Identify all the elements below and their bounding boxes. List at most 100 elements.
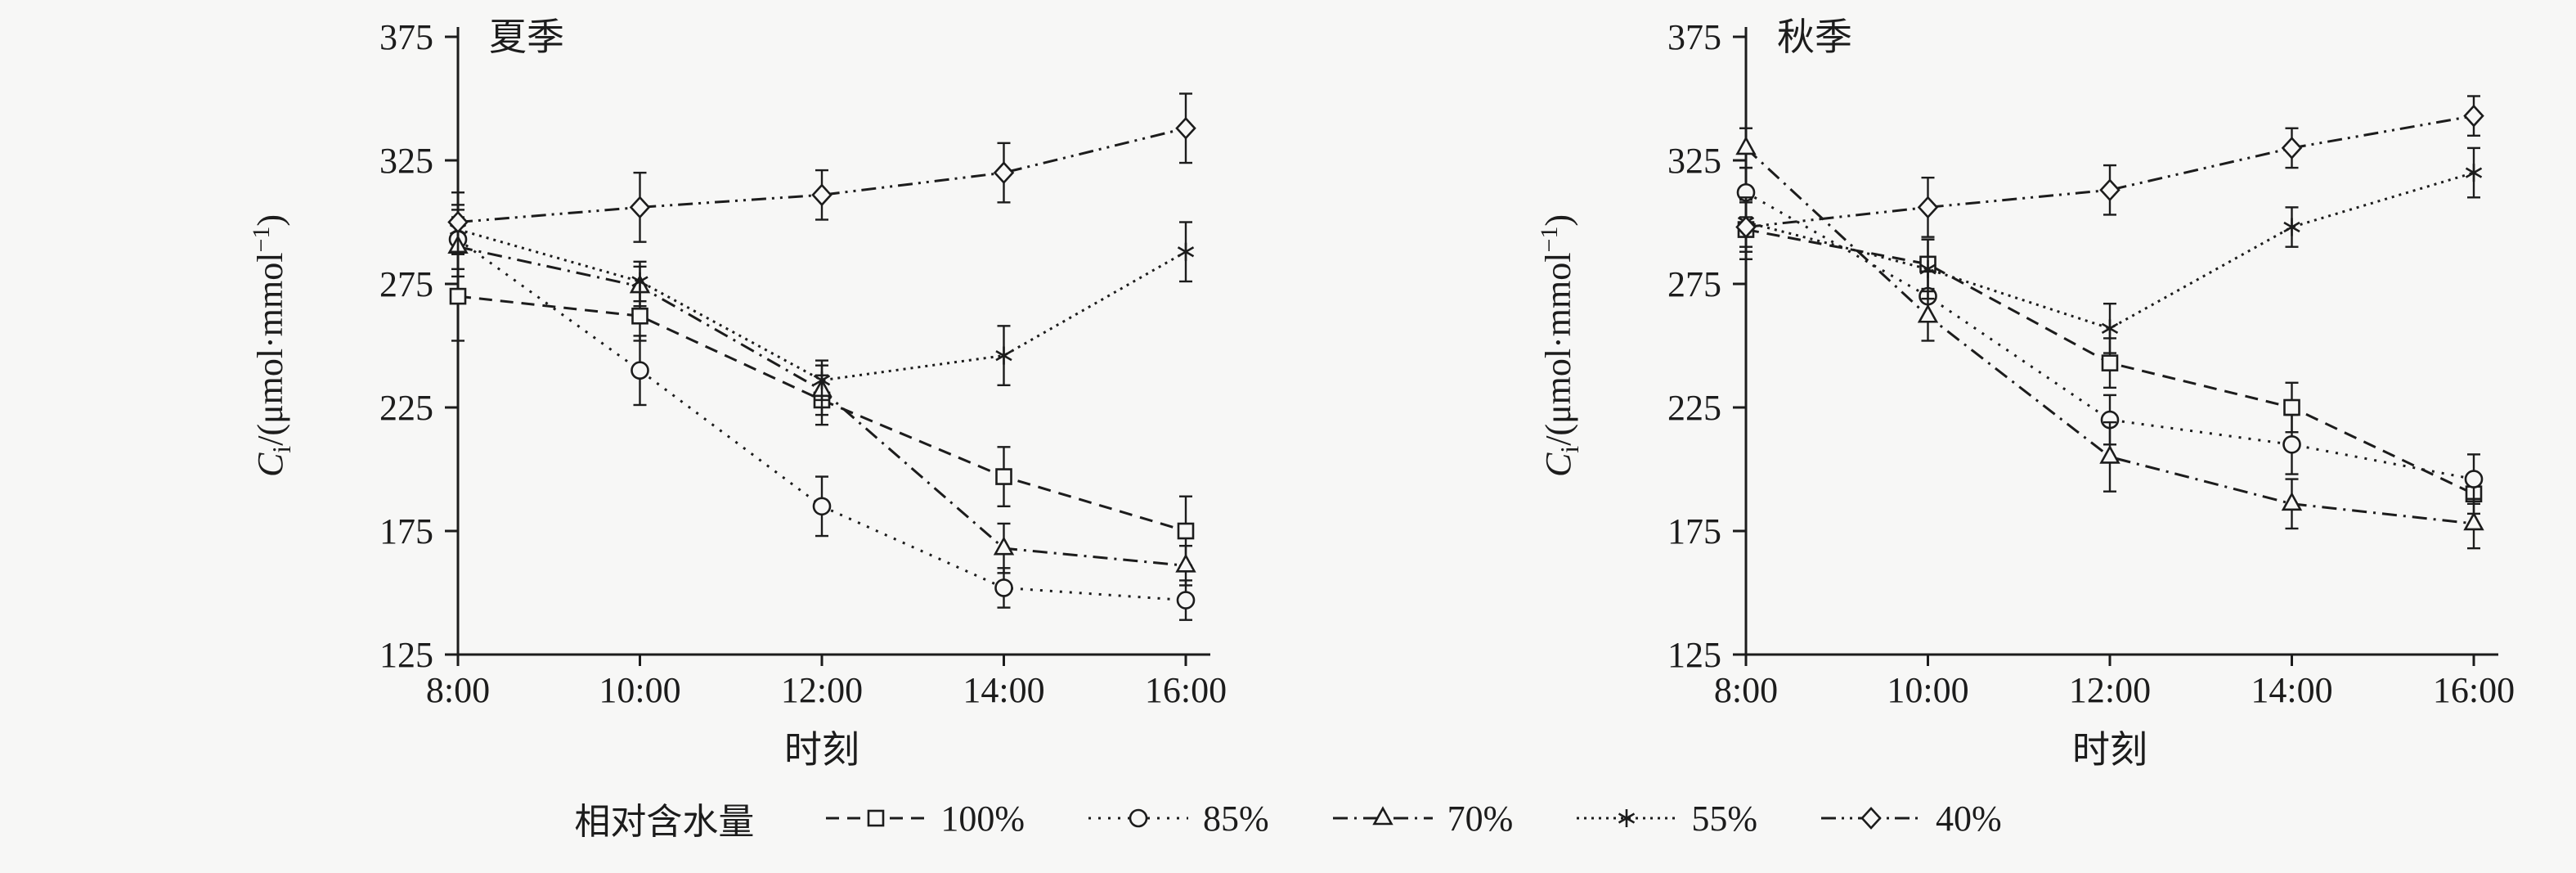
x-tick-label: 12:00 [781, 670, 863, 710]
x-tick-label: 14:00 [2251, 670, 2332, 710]
series-40pct-marker [447, 210, 469, 234]
x-tick-label: 8:00 [1714, 670, 1778, 710]
series-40pct [447, 92, 1196, 253]
x-tick-label: 10:00 [1887, 670, 1968, 710]
y-tick-label: 175 [1667, 511, 1721, 551]
charts-row: 125 175 225 275 325 375 8:00 10:00 12:00 14:00 16:… [248, 16, 2515, 771]
panel-title: 秋季 [1777, 16, 1852, 58]
series-55pct-marker [1919, 259, 1936, 278]
series-70pct-marker [1917, 304, 1939, 323]
series-70pct-marker [1735, 136, 1757, 155]
series-70pct-line [1744, 146, 2475, 525]
series-85pct-marker [1176, 591, 1196, 610]
legend-item-label: 100% [940, 798, 1025, 839]
series-70pct-marker [2281, 492, 2303, 511]
y-axis-title: Ci/(μmol·mmol−1) [248, 214, 296, 477]
series-55pct-marker [1177, 242, 1195, 261]
legend-sample-triangle [1332, 806, 1433, 826]
series-55pct-marker [2465, 164, 2483, 182]
legend-marker-circle [1129, 808, 1148, 828]
series-70pct-marker [2099, 444, 2120, 464]
y-tick-label: 125 [379, 635, 433, 675]
y-tick-label: 325 [1667, 141, 1721, 181]
legend-item-label: 70% [1447, 798, 1514, 839]
series-85pct-marker [2282, 434, 2301, 454]
legend-marker-diamond [1860, 807, 1882, 830]
y-tick-label: 125 [1667, 635, 1721, 675]
series-40pct-line [457, 127, 1187, 223]
legend-sample-diamond [1820, 807, 1921, 830]
series-100pct-marker [995, 468, 1012, 485]
legend-sample-circle [1088, 808, 1189, 828]
legend-sample-square [826, 809, 927, 827]
legend-marker-triangle [1371, 806, 1393, 826]
series-55pct-marker [2283, 218, 2300, 236]
legend-marker-square [868, 809, 885, 827]
series-40pct-marker [1175, 116, 1196, 140]
series-85pct-line [1745, 191, 2475, 481]
x-tick-label: 14:00 [963, 670, 1044, 710]
x-axis-title: 时刻 [784, 729, 859, 771]
legend-item-label: 55% [1691, 798, 1757, 839]
legend-item-label: 40% [1935, 798, 2002, 839]
y-axis-title: Ci/(μmol·mmol−1) [1536, 214, 1584, 477]
y-tick-label: 225 [1667, 388, 1721, 428]
panel-title: 夏季 [489, 16, 564, 58]
series-85pct-line [457, 238, 1187, 602]
x-tick-label: 8:00 [426, 670, 490, 710]
series-100pct-marker [631, 307, 648, 325]
series-85pct-marker [2464, 470, 2484, 488]
legend-item-85pct: 85% [1085, 798, 1269, 839]
series-70pct-marker [2463, 511, 2484, 531]
series-85pct-marker [994, 578, 1013, 597]
series-40pct-marker [2099, 178, 2120, 202]
y-tick-label: 175 [379, 511, 433, 551]
x-tick-label: 12:00 [2069, 670, 2151, 710]
series-40pct-marker [2463, 104, 2484, 128]
series-55pct-marker [813, 371, 831, 389]
series-55pct [449, 204, 1195, 402]
y-tick-label: 375 [379, 17, 433, 57]
legend-sample-asterisk [1577, 809, 1677, 827]
y-tick-label: 275 [379, 264, 433, 304]
legend-title: 相对含水量 [574, 802, 755, 842]
legend: 相对含水量 100% 85% 70% 55% 40% [0, 773, 2576, 863]
legend-item-55pct: 55% [1573, 798, 1757, 839]
series-40pct-marker [629, 196, 651, 219]
series-55pct-line [457, 228, 1187, 382]
series-70pct [1735, 127, 2484, 550]
series-40pct-marker [811, 183, 832, 207]
summer-chart: 125 175 225 275 325 375 8:00 10:00 12:00 14:00 16:… [248, 16, 1227, 771]
x-tick-label: 10:00 [599, 670, 680, 710]
series-100pct-marker [1177, 522, 1195, 540]
autumn-chart: 125 175 225 275 325 375 8:00 10:00 12:00 14:00 16:… [1536, 16, 2515, 771]
series-70pct-marker [1175, 553, 1196, 573]
legend-item-100pct: 100% [823, 798, 1025, 839]
y-tick-label: 275 [1667, 264, 1721, 304]
series-40pct-marker [2281, 136, 2303, 160]
series-100pct-marker [2101, 354, 2119, 371]
legend-marker-asterisk [1618, 809, 1636, 827]
series-85pct-marker [812, 497, 832, 516]
y-tick-label: 225 [379, 388, 433, 428]
series-40pct [1735, 95, 2484, 253]
x-tick-label: 16:00 [1145, 670, 1227, 710]
legend-item-70pct: 70% [1330, 798, 1514, 839]
series-85pct-marker [631, 361, 649, 380]
y-tick-label: 325 [379, 141, 433, 181]
series-55pct-marker [2101, 319, 2119, 338]
x-tick-label: 16:00 [2433, 670, 2515, 710]
legend-item-label: 85% [1203, 798, 1269, 839]
series-100pct-marker [449, 287, 467, 305]
y-tick-label: 375 [1667, 17, 1721, 57]
x-axis-title: 时刻 [2072, 729, 2147, 771]
series-55pct-marker [995, 346, 1012, 365]
series-100pct-marker [2283, 398, 2300, 416]
series-70pct-marker [993, 536, 1015, 556]
series-55pct-marker [631, 272, 648, 290]
series-40pct-marker [993, 161, 1015, 185]
series-40pct-line [1745, 115, 2475, 229]
series-55pct-line [1745, 171, 2475, 330]
legend-item-40pct: 40% [1818, 798, 2002, 839]
